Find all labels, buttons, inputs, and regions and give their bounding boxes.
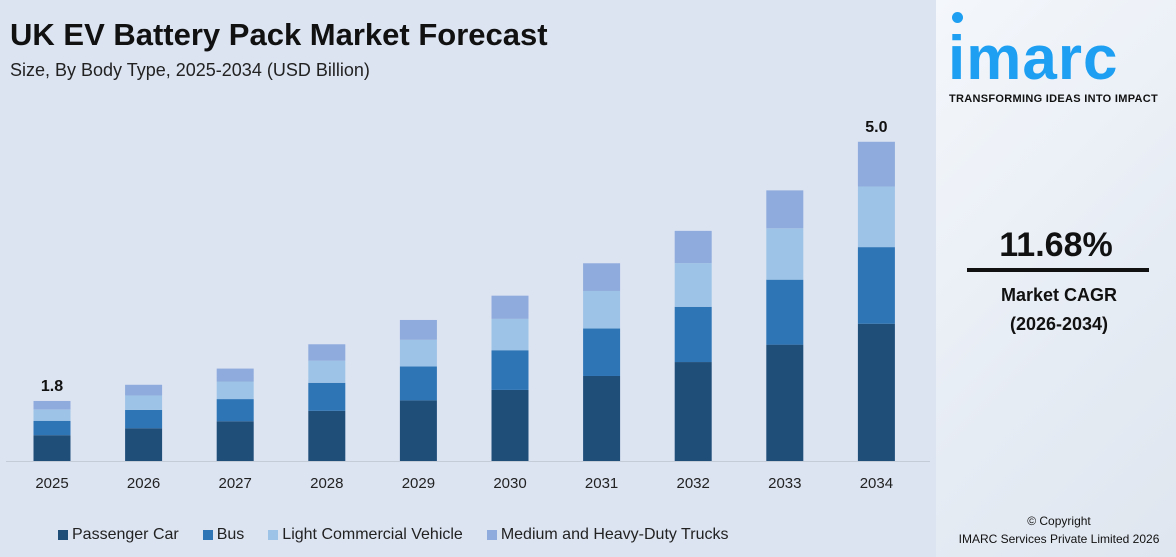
bar-segment-light-commercial-vehicle-2029 bbox=[399, 339, 437, 367]
bar-segment-passenger-car-2031 bbox=[583, 375, 621, 461]
bar-segment-passenger-car-2029 bbox=[399, 400, 437, 461]
x-tick-label: 2032 bbox=[677, 475, 710, 492]
logo-dot bbox=[952, 12, 963, 23]
bar-segment-bus-2027 bbox=[216, 399, 254, 422]
x-tick-label: 2026 bbox=[127, 475, 160, 492]
legend-swatch bbox=[58, 530, 68, 540]
bar-segment-passenger-car-2027 bbox=[216, 421, 254, 461]
legend-swatch bbox=[202, 530, 213, 540]
bar-segment-light-commercial-vehicle-2033 bbox=[766, 228, 804, 280]
bar-segment-medium-and-heavy-duty-trucks-2029 bbox=[399, 319, 437, 340]
bar-segment-passenger-car-2026 bbox=[125, 428, 163, 461]
chart-title: UK EV Battery Pack Market Forecast bbox=[10, 17, 548, 52]
cagr-label: Market CAGR bbox=[1000, 285, 1118, 305]
cagr-period: (2026-2034) bbox=[1009, 314, 1109, 334]
bar-segment-passenger-car-2030 bbox=[491, 389, 529, 461]
bar-segment-medium-and-heavy-duty-trucks-2025 bbox=[33, 400, 71, 410]
x-tick-label: 2031 bbox=[585, 475, 618, 492]
legend-label: Light Commercial Vehicle bbox=[282, 526, 463, 543]
x-tick-label: 2034 bbox=[860, 475, 893, 492]
side-panel: imarc TRANSFORMING IDEAS INTO IMPACT 11.… bbox=[936, 0, 1176, 557]
x-tick-label: 2025 bbox=[35, 475, 68, 492]
cagr-value: 11.68% bbox=[999, 226, 1113, 264]
bar-segment-bus-2032 bbox=[674, 306, 712, 363]
x-tick-label: 2029 bbox=[402, 475, 435, 492]
bar-segment-light-commercial-vehicle-2026 bbox=[125, 395, 163, 410]
bar-segment-bus-2033 bbox=[766, 279, 804, 345]
bar-segment-light-commercial-vehicle-2030 bbox=[491, 318, 529, 351]
legend: Passenger Car Bus Light Commercial Vehicle… bbox=[58, 526, 752, 544]
bar-segment-medium-and-heavy-duty-trucks-2033 bbox=[766, 190, 804, 229]
x-tick-label: 2027 bbox=[219, 475, 252, 492]
divider bbox=[967, 268, 1149, 272]
legend-item: Medium and Heavy-Duty Trucks bbox=[486, 526, 729, 544]
logo-tagline: TRANSFORMING IDEAS INTO IMPACT bbox=[949, 93, 1159, 105]
company-name: IMARC Services Private Limited 2026 bbox=[958, 532, 1160, 546]
imarc-logo: imarc bbox=[948, 24, 1119, 93]
bar-segment-passenger-car-2028 bbox=[308, 410, 346, 461]
legend-label: Medium and Heavy-Duty Trucks bbox=[500, 526, 729, 543]
bar-segment-medium-and-heavy-duty-trucks-2034 bbox=[857, 141, 895, 187]
data-label-2034: 5.0 bbox=[865, 119, 887, 136]
legend-label: Passenger Car bbox=[72, 526, 179, 543]
legend-swatch bbox=[268, 530, 279, 540]
copyright: © Copyright bbox=[1027, 514, 1091, 528]
bar-segment-bus-2026 bbox=[125, 409, 163, 429]
chart-subtitle: Size, By Body Type, 2025-2034 (USD Billi… bbox=[10, 60, 370, 80]
bar-segment-medium-and-heavy-duty-trucks-2031 bbox=[583, 263, 621, 291]
bar-segment-bus-2028 bbox=[308, 382, 346, 411]
bar-segment-passenger-car-2025 bbox=[33, 435, 71, 461]
bar-segment-light-commercial-vehicle-2034 bbox=[857, 186, 895, 248]
bar-segment-medium-and-heavy-duty-trucks-2028 bbox=[308, 344, 346, 361]
x-tick-label: 2033 bbox=[768, 475, 801, 492]
bar-segment-bus-2025 bbox=[33, 420, 71, 436]
bar-segment-light-commercial-vehicle-2025 bbox=[33, 409, 71, 421]
bar-segment-passenger-car-2032 bbox=[674, 362, 712, 461]
bar-segment-bus-2029 bbox=[399, 366, 437, 401]
bar-segment-bus-2031 bbox=[583, 328, 621, 376]
x-tick-label: 2028 bbox=[310, 475, 343, 492]
bar-segment-bus-2034 bbox=[857, 247, 895, 324]
x-tick-label: 2030 bbox=[493, 475, 526, 492]
bar-segment-medium-and-heavy-duty-trucks-2032 bbox=[674, 230, 712, 264]
bar-segment-light-commercial-vehicle-2032 bbox=[674, 263, 712, 307]
data-label-2025: 1.8 bbox=[41, 378, 63, 395]
bar-segment-medium-and-heavy-duty-trucks-2030 bbox=[491, 295, 529, 319]
bar-segment-medium-and-heavy-duty-trucks-2026 bbox=[125, 384, 163, 396]
bar-chart: 2025 1.8 2026 2027 2028 2029 2030 2031 2032 2033 2… bbox=[6, 119, 930, 492]
bar-segment-light-commercial-vehicle-2031 bbox=[583, 290, 621, 329]
bar-segment-bus-2030 bbox=[491, 350, 529, 390]
legend-label: Bus bbox=[216, 526, 245, 543]
bar-segment-light-commercial-vehicle-2027 bbox=[216, 381, 254, 400]
legend-swatch bbox=[486, 530, 497, 540]
bar-segment-passenger-car-2033 bbox=[766, 344, 804, 461]
bar-segment-passenger-car-2034 bbox=[857, 323, 895, 461]
legend-item: Passenger Car bbox=[58, 526, 179, 544]
bar-segment-light-commercial-vehicle-2028 bbox=[308, 360, 346, 383]
legend-item: Light Commercial Vehicle bbox=[268, 526, 463, 544]
bar-segment-medium-and-heavy-duty-trucks-2027 bbox=[216, 368, 254, 382]
legend-item: Bus bbox=[202, 526, 245, 544]
